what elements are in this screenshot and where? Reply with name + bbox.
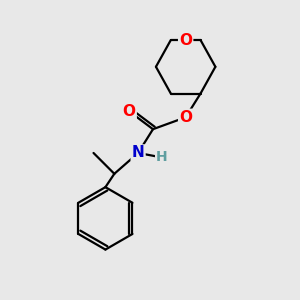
Text: N: N (132, 146, 145, 160)
Text: O: O (179, 110, 192, 125)
Text: H: H (156, 150, 168, 164)
Text: O: O (179, 32, 192, 47)
Text: O: O (123, 104, 136, 119)
